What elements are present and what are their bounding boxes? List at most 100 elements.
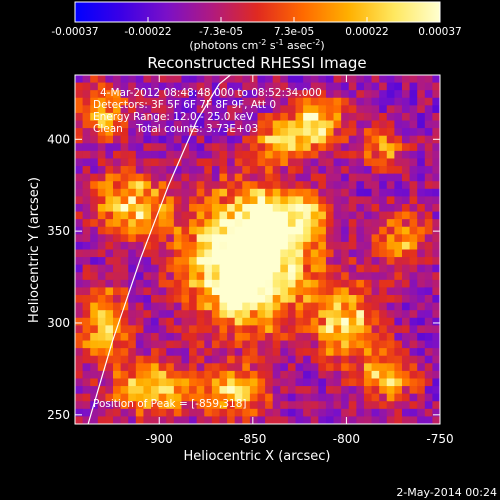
heatmap-cell xyxy=(409,97,418,106)
heatmap-cell xyxy=(371,340,380,349)
heatmap-cell xyxy=(280,408,289,418)
heatmap-cell xyxy=(363,287,373,296)
heatmap-cell xyxy=(341,287,350,296)
heatmap-cell xyxy=(424,325,433,334)
heatmap-cell xyxy=(318,241,327,251)
heatmap-cell xyxy=(219,241,228,251)
heatmap-cell xyxy=(242,332,251,342)
heatmap-cell xyxy=(379,310,388,319)
heatmap-cell xyxy=(356,203,365,213)
heatmap-cell xyxy=(333,332,342,342)
heatmap-cell xyxy=(219,340,228,349)
heatmap-cell xyxy=(234,264,243,273)
heatmap-cell xyxy=(348,264,357,273)
heatmap-cell xyxy=(394,158,403,167)
heatmap-cell xyxy=(272,196,281,205)
heatmap-cell xyxy=(196,416,205,424)
heatmap-cell xyxy=(166,340,175,349)
heatmap-cell xyxy=(120,241,129,251)
heatmap-cell xyxy=(257,241,266,251)
heatmap-cell xyxy=(341,135,350,144)
heatmap-cell xyxy=(249,416,259,424)
heatmap-cell xyxy=(128,241,137,251)
heatmap-cell xyxy=(242,219,251,228)
heatmap-cell xyxy=(257,219,266,228)
heatmap-cell xyxy=(75,173,84,182)
heatmap-cell xyxy=(82,295,91,304)
heatmap-cell xyxy=(341,196,350,205)
heatmap-cell xyxy=(432,112,440,122)
heatmap-cell xyxy=(90,264,99,273)
heatmap-cell xyxy=(356,120,365,129)
heatmap-cell xyxy=(249,196,259,205)
heatmap-cell xyxy=(158,158,167,167)
heatmap-cell xyxy=(265,188,274,197)
heatmap-cell xyxy=(90,257,99,266)
heatmap-cell xyxy=(386,317,395,326)
heatmap-cell xyxy=(348,226,357,235)
heatmap-cell xyxy=(227,158,236,167)
heatmap-cell xyxy=(173,302,183,311)
heatmap-cell xyxy=(348,416,357,424)
heatmap-cell xyxy=(158,82,167,91)
heatmap-cell xyxy=(348,196,357,205)
heatmap-cell xyxy=(166,386,175,395)
heatmap-cell xyxy=(310,234,319,243)
heatmap-cell xyxy=(113,355,122,364)
heatmap-cell xyxy=(151,340,160,349)
heatmap-cell xyxy=(401,112,411,122)
heatmap-cell xyxy=(265,75,274,84)
heatmap-cell xyxy=(341,120,350,129)
heatmap-cell xyxy=(272,203,281,213)
heatmap-cell xyxy=(227,302,236,311)
heatmap-cell xyxy=(135,279,145,289)
heatmap-cell xyxy=(325,82,335,91)
heatmap-cell xyxy=(371,325,380,334)
heatmap-cell xyxy=(105,135,114,144)
heatmap-cell xyxy=(90,219,99,228)
heatmap-cell xyxy=(90,196,99,205)
heatmap-cell xyxy=(363,173,373,182)
heatmap-cell xyxy=(310,241,319,251)
heatmap-cell xyxy=(363,264,373,273)
heatmap-cell xyxy=(227,370,236,380)
heatmap-cell xyxy=(424,317,433,326)
heatmap-cell xyxy=(234,416,243,424)
heatmap-cell xyxy=(265,355,274,364)
heatmap-cell xyxy=(234,226,243,235)
heatmap-cell xyxy=(341,363,350,372)
heatmap-cell xyxy=(219,226,228,235)
heatmap-cell xyxy=(295,143,304,152)
heatmap-cell xyxy=(280,166,289,175)
heatmap-cell xyxy=(265,135,274,144)
heatmap-cell xyxy=(379,348,388,357)
heatmap-cell xyxy=(158,378,167,387)
heatmap-cell xyxy=(417,302,426,311)
heatmap-cell xyxy=(166,135,175,144)
heatmap-cell xyxy=(90,401,99,410)
heatmap-cell xyxy=(325,158,335,167)
heatmap-cell xyxy=(379,143,388,152)
heatmap-cell xyxy=(401,82,411,91)
heatmap-cell xyxy=(75,279,84,289)
heatmap-cell xyxy=(409,226,418,235)
heatmap-cell xyxy=(227,82,236,91)
heatmap-cell xyxy=(97,355,107,364)
heatmap-cell xyxy=(257,249,266,258)
heatmap-cell xyxy=(371,226,380,235)
heatmap-cell xyxy=(105,82,114,91)
heatmap-cell xyxy=(189,105,198,114)
heatmap-cell xyxy=(204,158,213,167)
heatmap-cell xyxy=(82,82,91,91)
heatmap-cell xyxy=(401,408,411,418)
heatmap-cell xyxy=(105,105,114,114)
heatmap-cell xyxy=(128,310,137,319)
annotations: 4-Mar-2012 08:48:48.000 to 08:52:34.000 … xyxy=(93,87,322,410)
heatmap-cell xyxy=(219,105,228,114)
heatmap-cell xyxy=(348,393,357,402)
heatmap-cell xyxy=(310,340,319,349)
heatmap-cell xyxy=(82,173,91,182)
heatmap-cell xyxy=(82,112,91,122)
heatmap-cell xyxy=(432,211,440,220)
heatmap-cell xyxy=(242,181,251,190)
